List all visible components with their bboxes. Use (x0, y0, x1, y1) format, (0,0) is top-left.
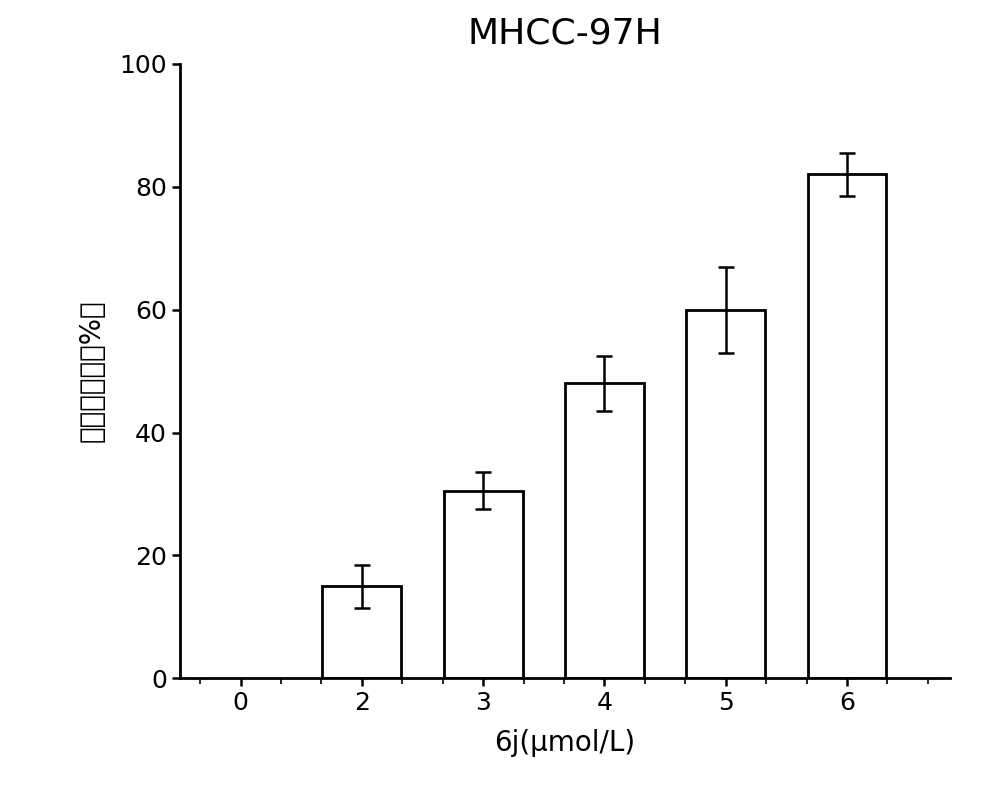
Bar (322, 586, 401, 678)
Bar (686, 310, 765, 678)
X-axis label: 6j(μmol/L): 6j(μmol/L) (494, 729, 636, 757)
Y-axis label: 细胞抑制率（%）: 细胞抑制率（%） (77, 300, 105, 442)
Bar (808, 175, 886, 678)
Title: MHCC-97H: MHCC-97H (468, 16, 662, 50)
Bar (444, 491, 523, 678)
Bar (565, 383, 644, 678)
